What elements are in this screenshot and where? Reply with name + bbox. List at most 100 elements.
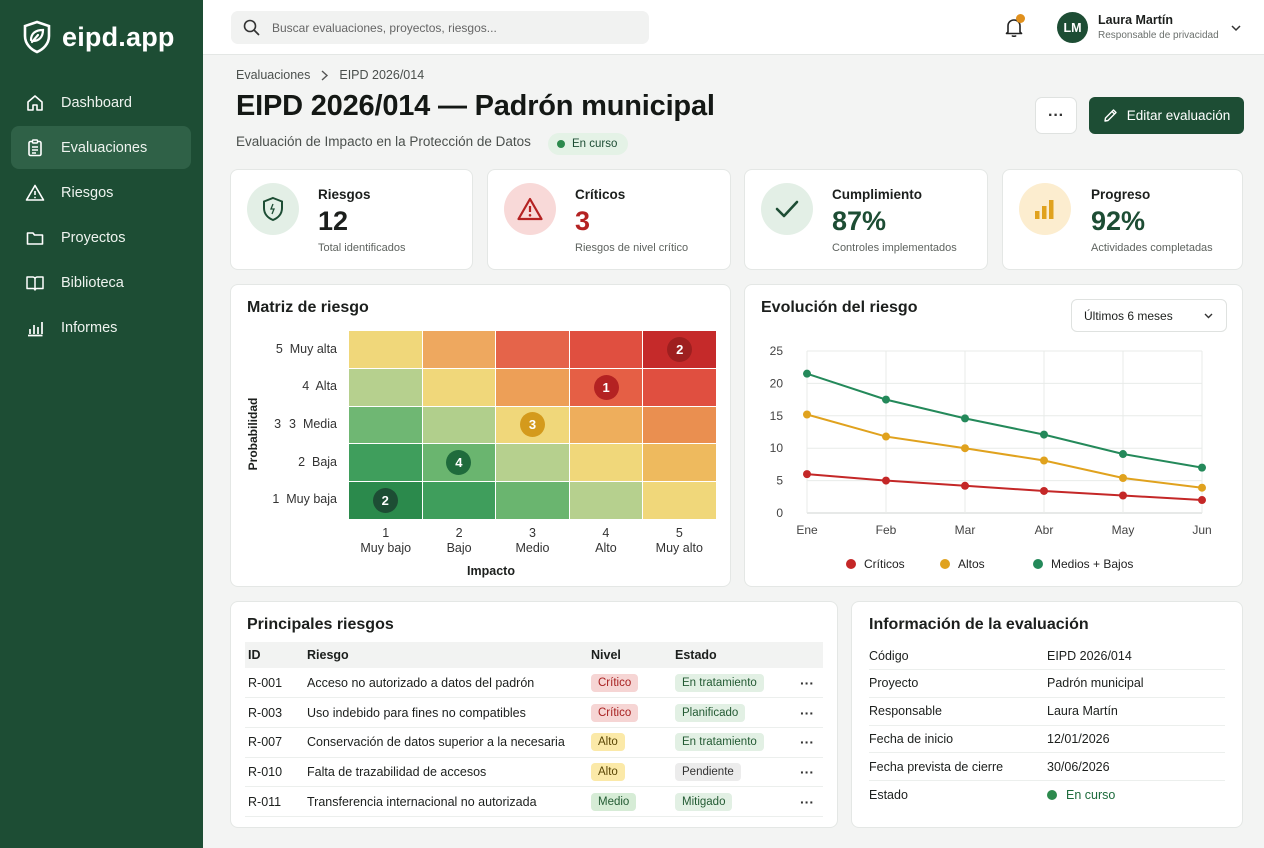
x-tick-label: May: [1112, 523, 1135, 537]
matrix-col-num: 1: [382, 526, 390, 540]
info-key: Proyecto: [869, 676, 919, 691]
matrix-cell[interactable]: [569, 444, 643, 482]
matrix-cell[interactable]: [496, 444, 569, 482]
y-tick-label: 15: [770, 409, 784, 423]
matrix-cell[interactable]: [643, 368, 716, 406]
series-point[interactable]: [1119, 450, 1127, 459]
matrix-marker[interactable]: 1: [593, 374, 619, 400]
search-box[interactable]: [231, 11, 649, 44]
row-actions-cell: ···: [797, 757, 823, 788]
matrix-cell[interactable]: 2: [349, 482, 422, 519]
sidebar-item-label: Biblioteca: [61, 274, 124, 291]
range-select[interactable]: Últimos 6 meses: [1071, 299, 1227, 332]
matrix-cell[interactable]: 4: [422, 444, 496, 482]
matrix-cell[interactable]: [496, 331, 569, 368]
sidebar-item-proyectos[interactable]: Proyectos: [11, 216, 191, 259]
matrix-row-label: 4 Alta: [302, 379, 337, 393]
user-name[interactable]: Laura Martín: [1098, 13, 1174, 27]
matrix-marker[interactable]: 2: [372, 488, 398, 514]
series-point[interactable]: [961, 481, 969, 490]
series-point[interactable]: [1040, 430, 1048, 439]
kpi-card-progreso: Progreso 92% Actividades completadas: [1002, 169, 1243, 270]
matrix-cell[interactable]: [422, 368, 496, 406]
matrix-cell[interactable]: [569, 482, 643, 519]
series-point[interactable]: [803, 369, 811, 378]
series-point[interactable]: [1040, 456, 1048, 465]
matrix-cell[interactable]: [496, 368, 569, 406]
sidebar-item-riesgos[interactable]: Riesgos: [11, 171, 191, 214]
user-avatar[interactable]: LM: [1057, 12, 1088, 43]
matrix-cell[interactable]: [569, 406, 643, 444]
series-point[interactable]: [1040, 486, 1048, 495]
series-point[interactable]: [961, 444, 969, 453]
info-status: En curso: [1047, 788, 1115, 802]
series-line: [806, 413, 1203, 489]
sidebar-item-dashboard[interactable]: Dashboard: [11, 81, 191, 124]
row-more-button[interactable]: ···: [800, 704, 814, 721]
matrix-cell[interactable]: [643, 444, 716, 482]
table-row[interactable]: R-001 Acceso no autorizado a datos del pa…: [245, 668, 823, 699]
kpi-value: 3: [575, 206, 591, 236]
series-point[interactable]: [1119, 491, 1127, 500]
risk-name: Conservación de datos superior a la nece…: [304, 727, 588, 758]
edit-evaluation-button[interactable]: Editar evaluación: [1089, 97, 1244, 134]
series-point[interactable]: [882, 476, 890, 485]
series-point[interactable]: [882, 432, 890, 441]
sidebar: eipd.app Dashboard Evaluaciones Riesgos …: [0, 0, 203, 848]
matrix-cell[interactable]: 3: [496, 406, 569, 444]
table-row[interactable]: R-007 Conservación de datos superior a la…: [245, 727, 823, 758]
info-value: Laura Martín: [1047, 704, 1118, 719]
y-tick-label: 10: [770, 441, 784, 455]
matrix-cell[interactable]: [349, 368, 422, 406]
search-input[interactable]: [272, 20, 632, 35]
chevron-down-icon[interactable]: [1230, 22, 1242, 34]
bar-chart-icon: [1035, 200, 1054, 219]
matrix-cell[interactable]: [569, 331, 643, 368]
series-point[interactable]: [1198, 483, 1206, 492]
matrix-marker[interactable]: 3: [519, 412, 545, 438]
matrix-cell[interactable]: [643, 482, 716, 519]
matrix-marker[interactable]: 2: [667, 336, 693, 362]
series-point[interactable]: [803, 470, 811, 479]
matrix-marker[interactable]: 4: [446, 450, 472, 476]
series-point[interactable]: [1198, 496, 1206, 505]
matrix-cell[interactable]: [643, 406, 716, 444]
matrix-cell[interactable]: [496, 482, 569, 519]
row-more-button[interactable]: ···: [800, 763, 814, 780]
top-risks-card: Principales riesgos ID Riesgo Nivel Esta…: [230, 601, 838, 828]
table-header-row: ID Riesgo Nivel Estado: [245, 642, 823, 668]
matrix-col-text: Alto: [595, 541, 617, 555]
notifications-button[interactable]: [1003, 14, 1025, 38]
matrix-row-label: 2 Baja: [298, 455, 337, 469]
matrix-cell[interactable]: [422, 482, 496, 519]
series-point[interactable]: [961, 414, 969, 423]
table-row[interactable]: R-010 Falta de trazabilidad de accesos Alt…: [245, 757, 823, 788]
risk-status-cell: Pendiente: [672, 757, 797, 788]
row-more-button[interactable]: ···: [800, 734, 814, 751]
series-point[interactable]: [1119, 474, 1127, 483]
table-row[interactable]: R-003 Uso indebido para fines no compatib…: [245, 697, 823, 728]
row-more-button[interactable]: ···: [800, 793, 814, 810]
series-point[interactable]: [1198, 463, 1206, 472]
matrix-row-label: 3 3 Media: [274, 417, 337, 431]
matrix-cell[interactable]: [422, 331, 496, 368]
kpi-icon-wrap: [504, 183, 556, 235]
matrix-cell[interactable]: [349, 331, 422, 368]
sidebar-item-evaluaciones[interactable]: Evaluaciones: [11, 126, 191, 169]
matrix-cell[interactable]: [349, 444, 422, 482]
row-more-button[interactable]: ···: [800, 674, 814, 691]
sidebar-item-biblioteca[interactable]: Biblioteca: [11, 261, 191, 304]
sidebar-item-informes[interactable]: Informes: [11, 306, 191, 349]
matrix-cell[interactable]: 1: [569, 368, 643, 406]
app-logo[interactable]: eipd.app: [22, 20, 175, 54]
series-point[interactable]: [882, 395, 890, 404]
matrix-col-text: Muy bajo: [360, 541, 412, 555]
alert-triangle-icon: [517, 197, 543, 221]
matrix-cell[interactable]: [349, 406, 422, 444]
series-point[interactable]: [803, 410, 811, 419]
matrix-cell[interactable]: 2: [643, 331, 716, 368]
table-row[interactable]: R-011 Transferencia internacional no auto…: [245, 786, 823, 817]
more-options-button[interactable]: ···: [1035, 97, 1077, 134]
matrix-cell[interactable]: [422, 406, 496, 444]
breadcrumb-item-evaluaciones[interactable]: Evaluaciones: [236, 68, 311, 82]
